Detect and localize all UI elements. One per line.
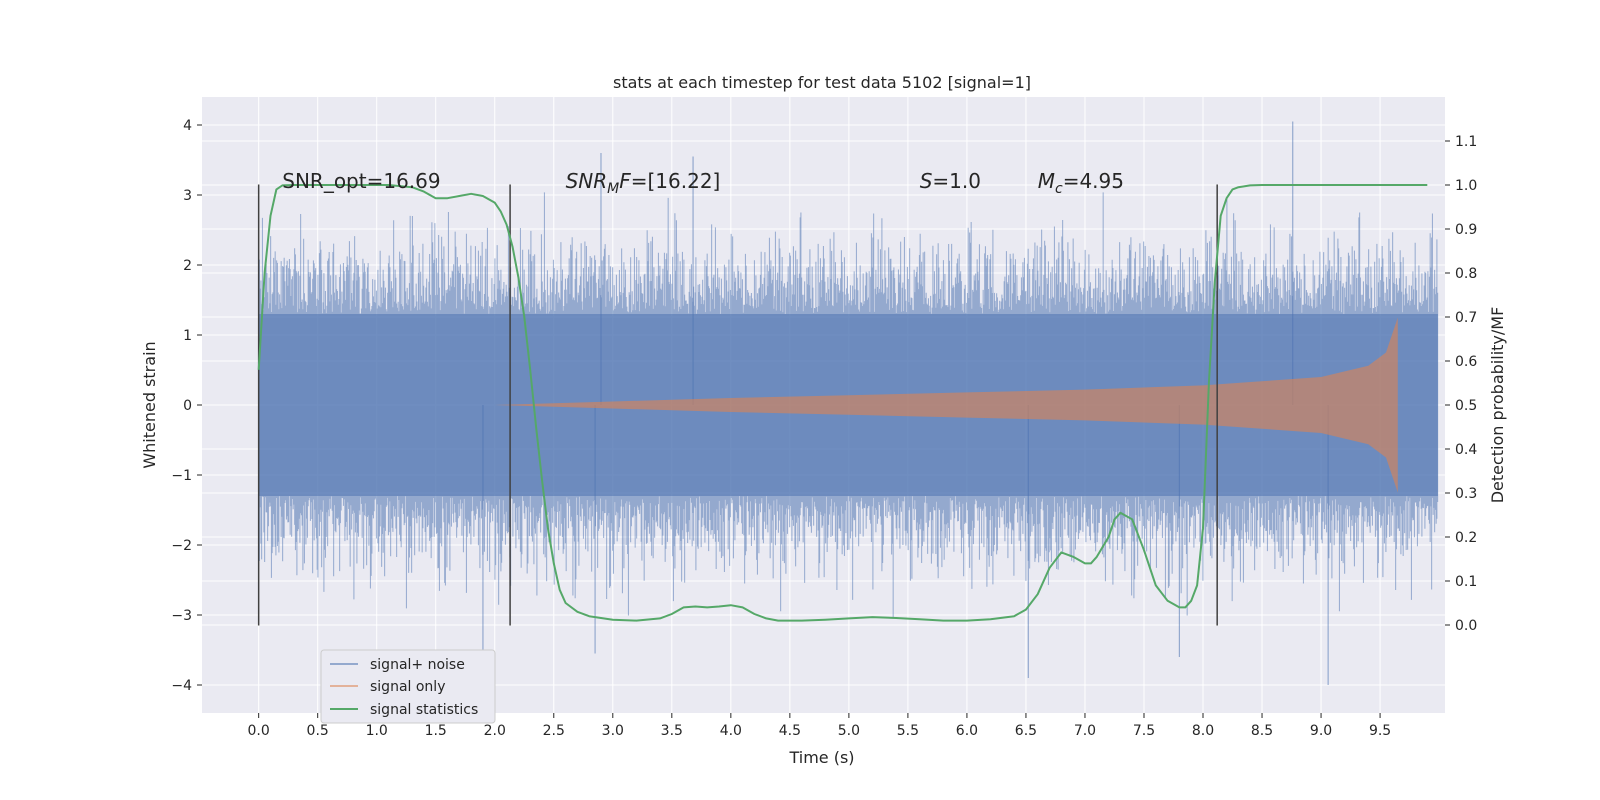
x-tick-label: 5.0 bbox=[838, 723, 860, 739]
y-axis-label: Whitened strain bbox=[140, 341, 159, 468]
annotation-text: Mc=4.95 bbox=[1038, 169, 1124, 197]
annotations: SNR_opt=16.69 SNRMF=[16.22] S=1.0 Mc=4.95 bbox=[282, 169, 1124, 197]
x-tick-label: 8.5 bbox=[1251, 723, 1273, 739]
y2-tick-label: 1.1 bbox=[1455, 134, 1477, 150]
x-axis-label: Time (s) bbox=[788, 748, 854, 767]
y2-tick-label: 0.0 bbox=[1455, 618, 1477, 634]
series-signal-statistics bbox=[257, 184, 1428, 622]
y2-axis-label: Detection probability/MF bbox=[1488, 307, 1507, 504]
legend-label-signal-statistics: signal statistics bbox=[370, 702, 478, 718]
y-tick-label: −3 bbox=[171, 608, 192, 624]
statistics-line bbox=[257, 184, 1428, 622]
x-tick-label: 1.0 bbox=[366, 723, 388, 739]
chart-title: stats at each timestep for test data 510… bbox=[613, 73, 1031, 92]
y2-tick-label: 0.3 bbox=[1455, 486, 1477, 502]
y2-tick-label: 0.4 bbox=[1455, 442, 1477, 458]
y-tick-label: −2 bbox=[171, 538, 192, 554]
y2-tick-label: 0.2 bbox=[1455, 530, 1477, 546]
annotation-text: SNR_opt=16.69 bbox=[282, 169, 440, 193]
x-tick-label: 1.5 bbox=[425, 723, 447, 739]
y2-tick-label: 0.1 bbox=[1455, 574, 1477, 590]
x-tick-label: 5.5 bbox=[897, 723, 919, 739]
y2-tick-label: 1.0 bbox=[1455, 178, 1477, 194]
x-tick-label: 9.5 bbox=[1369, 723, 1391, 739]
y-tick-label: 3 bbox=[183, 188, 192, 204]
y2-tick-label: 0.8 bbox=[1455, 266, 1477, 282]
x-tick-label: 4.5 bbox=[779, 723, 801, 739]
annotation-text: SNRMF=[16.22] bbox=[566, 169, 721, 197]
y2-axis-ticks: 1.1 1.0 0.9 0.8 0.7 0.6 0.5 0.4 0.3 0.2 0.1 0.0 bbox=[1445, 134, 1477, 634]
y-tick-label: 4 bbox=[183, 118, 192, 134]
annotation-text: S=1.0 bbox=[920, 169, 981, 193]
x-axis-ticks: 0.0 0.5 1.0 1.5 2.0 2.5 3.0 3.5 4.0 4.5 5.0 5.5 6.0 6… bbox=[248, 713, 1391, 739]
x-tick-label: 9.0 bbox=[1310, 723, 1332, 739]
x-tick-label: 6.0 bbox=[956, 723, 978, 739]
x-tick-label: 0.0 bbox=[248, 723, 270, 739]
x-tick-label: 2.0 bbox=[484, 723, 506, 739]
y-tick-label: 2 bbox=[183, 258, 192, 274]
x-tick-label: 6.5 bbox=[1015, 723, 1037, 739]
y-tick-label: −1 bbox=[171, 468, 192, 484]
x-tick-label: 3.0 bbox=[602, 723, 624, 739]
y2-tick-label: 0.6 bbox=[1455, 354, 1477, 370]
y2-tick-label: 0.9 bbox=[1455, 222, 1477, 238]
legend-box bbox=[320, 649, 496, 724]
legend-label-signal-noise: signal+ noise bbox=[370, 657, 465, 673]
x-tick-label: 4.0 bbox=[720, 723, 742, 739]
x-tick-label: 8.0 bbox=[1192, 723, 1214, 739]
y-axis-ticks: 4 3 2 1 0 −1 −2 −3 −4 bbox=[171, 118, 202, 694]
x-tick-label: 7.5 bbox=[1133, 723, 1155, 739]
legend: signal+ noise signal only signal statist… bbox=[320, 649, 496, 724]
y-tick-label: −4 bbox=[171, 678, 192, 694]
x-tick-label: 0.5 bbox=[307, 723, 329, 739]
y-tick-label: 1 bbox=[183, 328, 192, 344]
y2-tick-label: 0.5 bbox=[1455, 398, 1477, 414]
y2-tick-label: 0.7 bbox=[1455, 310, 1477, 326]
y-tick-label: 0 bbox=[183, 398, 192, 414]
x-tick-label: 7.0 bbox=[1074, 723, 1096, 739]
legend-label-signal-only: signal only bbox=[370, 679, 445, 695]
x-tick-label: 3.5 bbox=[661, 723, 683, 739]
x-tick-label: 2.5 bbox=[543, 723, 565, 739]
